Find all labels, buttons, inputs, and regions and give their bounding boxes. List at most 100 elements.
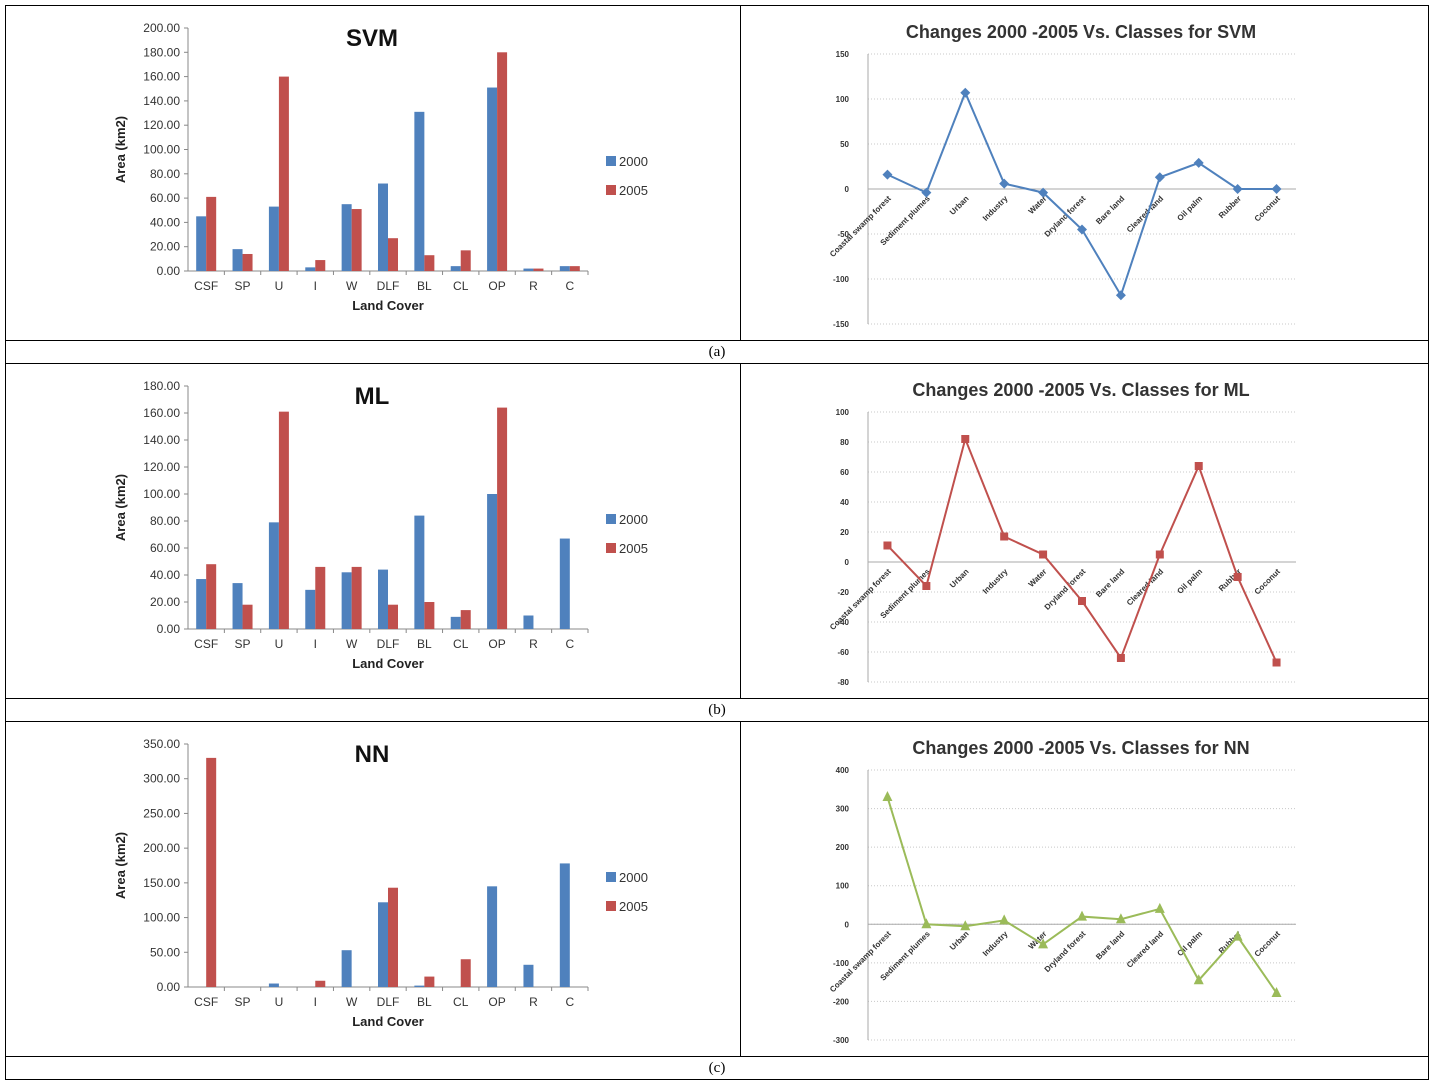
bar-2000-CSF (196, 216, 207, 271)
data-point-5 (1078, 597, 1086, 605)
y-tick-label: -300 (833, 1036, 850, 1045)
x-axis-title: Land Cover (352, 1014, 424, 1029)
y-tick-label: 40 (840, 498, 849, 507)
bar-2000-OP (487, 87, 498, 271)
y-tick-label: 150.00 (143, 876, 180, 890)
y-tick-label: 40.00 (150, 215, 180, 229)
bar-2000-W (341, 572, 352, 629)
bar-2005-DLF (388, 887, 398, 987)
y-tick-label: -100 (833, 959, 850, 968)
legend-swatch-2005 (606, 185, 616, 195)
data-point-6 (1115, 913, 1126, 924)
bar-2005-I (315, 980, 326, 987)
y-tick-label: 80.00 (150, 514, 180, 528)
chart-title: SVM (346, 25, 398, 52)
data-point-5 (1077, 224, 1087, 235)
x-tick-label: Cleared land (1125, 194, 1165, 234)
bar-2005-CL (460, 250, 471, 271)
bar-2000-OP (487, 494, 498, 629)
x-tick-label: Bare land (1094, 194, 1126, 226)
x-tick-label: Industry (981, 929, 1010, 958)
bar-2005-SP (242, 253, 253, 271)
bar-2000-R (523, 268, 534, 271)
y-tick-label: 100.00 (143, 143, 180, 157)
bar-2005-DLF (388, 238, 398, 271)
data-point-10 (1272, 658, 1281, 667)
x-axis-title: Land Cover (352, 298, 424, 313)
bar-2005-CSF (206, 757, 217, 987)
data-point-8 (1193, 157, 1204, 168)
data-point-7 (1155, 550, 1164, 559)
y-tick-label: 100.00 (143, 911, 180, 925)
bar-2005-BL (424, 602, 435, 629)
legend-label-2005: 2005 (619, 183, 648, 198)
data-point-8 (1193, 974, 1204, 985)
legend-swatch-2000 (606, 156, 616, 166)
caption-b: (b) (5, 698, 1429, 722)
data-point-8 (1194, 462, 1203, 470)
series-line (886, 796, 1278, 994)
data-point-2 (961, 435, 970, 443)
bar-2005-OP (497, 52, 508, 271)
bar-2005-I (315, 260, 326, 271)
y-tick-label: 200.00 (143, 21, 180, 35)
y-tick-label: 180.00 (143, 45, 180, 59)
data-point-5 (1077, 910, 1087, 921)
bar-2000-SP (232, 249, 243, 271)
x-tick-label: Bare land (1094, 567, 1126, 599)
x-tick-label: I (314, 637, 317, 651)
y-tick-label: -50 (837, 230, 849, 239)
x-tick-label: R (529, 995, 538, 1009)
y-tick-label: 140.00 (143, 433, 180, 447)
x-tick-label: CL (453, 995, 469, 1009)
y-tick-label: 0.00 (157, 622, 181, 636)
x-tick-label: Dryland forest (1043, 929, 1088, 974)
y-tick-label: 350.00 (143, 737, 180, 751)
bar-2000-U (268, 522, 279, 629)
series-line (887, 90, 1277, 298)
svm-bar-chart: 0.00 20.00 40.00 60.00 80.00 100.00 120.00 140.… (113, 21, 648, 313)
legend-swatch-2005 (606, 543, 616, 553)
data-point-0 (883, 541, 892, 550)
x-tick-label: R (529, 279, 538, 293)
x-tick-label: Coconut (1253, 194, 1283, 224)
y-tick-label: 150 (836, 50, 850, 59)
y-tick-label: 200.00 (143, 841, 180, 855)
y-tick-label: 100 (836, 882, 850, 891)
x-tick-label: Urban (948, 194, 971, 217)
x-tick-label: C (565, 279, 574, 293)
data-point-1 (921, 918, 932, 929)
y-tick-label: 0.00 (157, 980, 181, 994)
x-axis-title: Land Cover (352, 656, 424, 671)
y-tick-label: 20 (840, 528, 849, 537)
data-point-0 (882, 791, 893, 801)
bar-2005-W (351, 566, 362, 629)
caption-c: (c) (5, 1056, 1429, 1080)
data-point-2 (960, 920, 971, 931)
x-tick-label: CL (453, 637, 469, 651)
panel-b-line-cell: -80 -60 -40 -20 0 20 40 60 80 100 Coastal swamp fo… (740, 363, 1429, 699)
bar-2000-BL (414, 515, 425, 629)
y-tick-label: 120.00 (143, 460, 180, 474)
y-tick-label: 100 (836, 95, 850, 104)
x-tick-label: U (275, 637, 284, 651)
x-tick-label: BL (417, 995, 432, 1009)
x-tick-label: W (346, 995, 358, 1009)
x-tick-label: OP (488, 637, 505, 651)
x-tick-label: Rubber (1217, 929, 1243, 955)
chart-title: ML (355, 383, 390, 410)
bar-2005-CL (460, 610, 471, 629)
series-line (886, 435, 1278, 663)
x-tick-label: CL (453, 279, 469, 293)
data-point-1 (922, 582, 931, 590)
x-tick-label: Urban (948, 929, 971, 952)
y-tick-label: 300.00 (143, 772, 180, 786)
bar-2000-W (341, 950, 352, 987)
x-tick-label: Cleared land (1125, 567, 1165, 607)
bar-2005-SP (242, 604, 253, 629)
x-tick-label: Urban (948, 567, 971, 590)
data-point-4 (1038, 187, 1049, 198)
data-point-10 (1271, 184, 1282, 194)
y-tick-label: 20.00 (150, 240, 180, 254)
